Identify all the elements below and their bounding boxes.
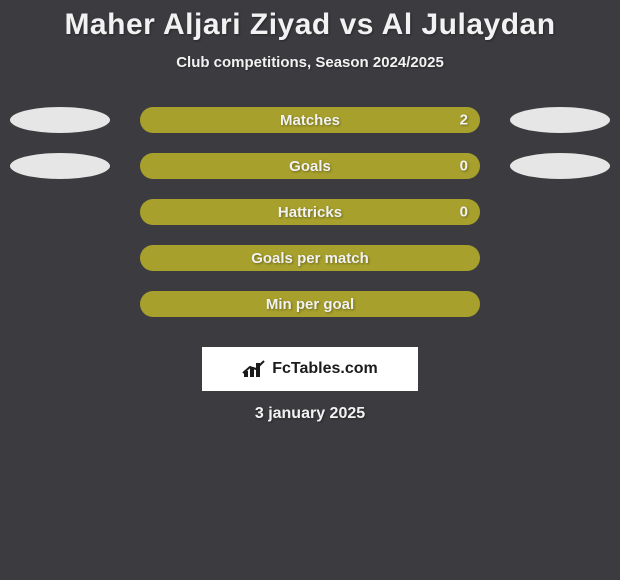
stat-row: Min per goal	[0, 291, 620, 337]
stat-bar: Hattricks 0	[140, 199, 480, 225]
stat-label: Min per goal	[266, 296, 354, 313]
stat-label: Goals	[289, 158, 331, 175]
left-ellipse	[10, 107, 110, 133]
stat-rows: Matches 2 Goals 0 Hattricks 0 Goals per match M…	[0, 107, 620, 337]
stat-value: 0	[460, 158, 468, 175]
stat-row: Hattricks 0	[0, 199, 620, 245]
stat-value: 0	[460, 204, 468, 221]
brand-box: FcTables.com	[202, 347, 418, 391]
stat-bar: Min per goal	[140, 291, 480, 317]
brand-inner: FcTables.com	[242, 359, 378, 379]
page-title: Maher Aljari Ziyad vs Al Julaydan	[0, 8, 620, 42]
stat-row: Goals 0	[0, 153, 620, 199]
stat-row: Matches 2	[0, 107, 620, 153]
page-subtitle: Club competitions, Season 2024/2025	[0, 54, 620, 71]
stat-label: Hattricks	[278, 204, 342, 221]
left-ellipse	[10, 153, 110, 179]
stat-label: Matches	[280, 112, 340, 129]
stat-bar: Matches 2	[140, 107, 480, 133]
right-ellipse	[510, 153, 610, 179]
brand-text: FcTables.com	[272, 360, 378, 378]
stat-label: Goals per match	[251, 250, 369, 267]
comparison-infographic: Maher Aljari Ziyad vs Al Julaydan Club c…	[0, 0, 620, 580]
stat-value: 2	[460, 112, 468, 129]
stat-bar: Goals 0	[140, 153, 480, 179]
stat-bar: Goals per match	[140, 245, 480, 271]
date-text: 3 january 2025	[0, 405, 620, 423]
stat-row: Goals per match	[0, 245, 620, 291]
bar-chart-icon	[242, 359, 266, 379]
right-ellipse	[510, 107, 610, 133]
